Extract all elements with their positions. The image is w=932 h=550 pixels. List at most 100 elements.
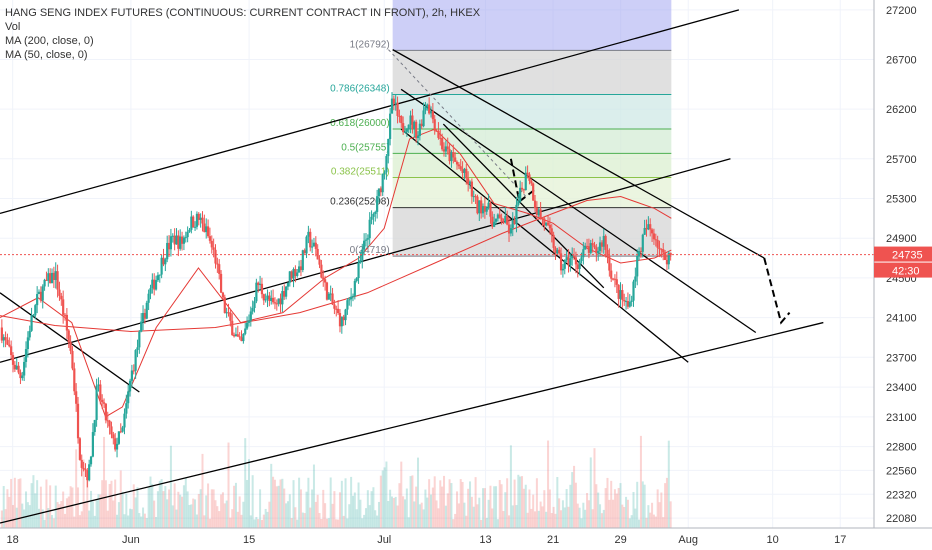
volume-bar	[303, 513, 306, 528]
candle-body	[91, 432, 94, 457]
candle-body	[602, 235, 605, 247]
volume-bar	[201, 453, 204, 528]
volume-bar	[95, 500, 98, 528]
volume-bar	[456, 491, 459, 528]
volume-bar	[0, 510, 3, 528]
candle-body	[182, 237, 186, 244]
candle-body	[548, 224, 552, 229]
time-tick-label: 13	[479, 534, 491, 546]
volume-bar	[173, 483, 176, 528]
volume-bar	[563, 507, 566, 528]
volume-bar	[67, 496, 70, 528]
price-axis[interactable]: 2720026700262002570025300249002450024100…	[873, 0, 932, 550]
volume-bar	[188, 504, 191, 528]
volume-bar	[166, 499, 169, 528]
volume-bar	[309, 507, 312, 528]
volume-bar	[602, 509, 605, 528]
candle-body	[21, 375, 24, 379]
time-axis[interactable]: 18 Jun 15 Jul 13 21 29 Aug 10 17	[0, 527, 932, 550]
volume-bar	[93, 515, 96, 528]
volume-bar	[344, 478, 347, 528]
volume-bar	[485, 517, 488, 528]
volume-bar	[127, 515, 130, 528]
candle-body	[257, 282, 260, 286]
volume-bar	[638, 519, 641, 528]
candle-body	[311, 246, 314, 248]
candle-body	[153, 279, 156, 290]
volume-bar	[327, 518, 330, 528]
candle-body	[307, 231, 310, 237]
volume-bar	[377, 501, 380, 528]
candle-body	[162, 257, 165, 265]
candle-body	[454, 157, 457, 162]
volume-bar	[277, 485, 280, 528]
fib-zone	[392, 94, 672, 130]
candle-body	[368, 219, 371, 239]
candle-body	[623, 300, 626, 302]
candle-body	[626, 301, 630, 307]
volume-bar	[587, 500, 590, 528]
volume-bar	[314, 501, 317, 528]
candle-body	[385, 156, 388, 173]
volume-bar	[446, 493, 449, 528]
candle-body	[578, 261, 581, 270]
volume-bar	[454, 513, 457, 528]
candle-body	[110, 426, 113, 435]
fib-zone	[392, 50, 672, 95]
volume-bar	[647, 505, 650, 528]
volume-bar	[227, 442, 230, 528]
volume-bar	[517, 474, 520, 528]
candle-body	[277, 298, 280, 304]
candle-body	[114, 438, 117, 450]
candle-body	[281, 291, 284, 305]
volume-bar	[162, 491, 165, 528]
candle-body	[487, 202, 490, 208]
candle-body	[318, 259, 321, 265]
volume-bar	[225, 500, 228, 528]
candle-body	[260, 283, 264, 295]
volume-bar	[156, 491, 159, 528]
volume-bar	[366, 490, 369, 528]
volume-bar	[561, 500, 564, 528]
trendlines[interactable]	[0, 9, 824, 524]
volume-bar	[82, 459, 85, 528]
candle-body	[58, 289, 61, 296]
trendline	[392, 49, 765, 259]
volume-bar	[112, 500, 115, 528]
candle-body	[448, 149, 451, 162]
candle-body	[158, 274, 161, 276]
candle-body	[511, 220, 514, 229]
candle-body	[641, 234, 644, 252]
candle-body	[390, 98, 394, 114]
candle-body	[617, 284, 620, 299]
volume-bar	[413, 501, 416, 528]
candle-body	[584, 245, 587, 250]
volume-bar	[318, 513, 321, 528]
candle-body	[374, 211, 377, 214]
candle-body	[82, 467, 85, 470]
candle-body	[407, 124, 410, 130]
volume-bar	[565, 489, 568, 528]
candle-body	[606, 249, 609, 256]
volume-bar	[36, 480, 39, 528]
volume-bar	[223, 503, 226, 528]
candle-body	[47, 273, 50, 281]
volume-bar	[530, 508, 533, 528]
candle-body	[593, 245, 596, 248]
candle-body	[121, 427, 124, 432]
candle-body	[43, 279, 46, 287]
candle-body	[145, 302, 148, 319]
volume-bar	[359, 499, 362, 528]
candle-body	[78, 438, 81, 460]
time-tick-label: 15	[243, 534, 255, 546]
candle-body	[23, 361, 26, 376]
volume-bar	[584, 509, 587, 528]
volume-bar	[247, 459, 250, 528]
candle-body	[418, 123, 421, 136]
candle-body	[598, 242, 602, 251]
volume-bar	[142, 507, 145, 528]
candle-body	[636, 256, 639, 277]
candle-body	[10, 346, 13, 356]
candle-body	[533, 200, 537, 209]
